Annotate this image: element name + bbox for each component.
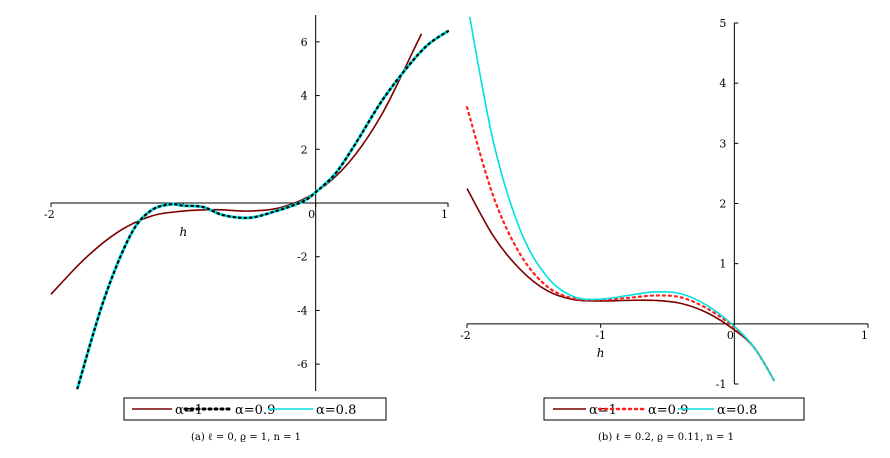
legend-label: α=0.9 (235, 403, 275, 418)
x-tick-label: -2 (44, 208, 55, 221)
x-axis-label: h (179, 225, 187, 239)
x-tick-label: 1 (861, 329, 868, 342)
x-tick-label: -1 (595, 329, 606, 342)
x-tick-label: -2 (460, 329, 471, 342)
chart-panel-b: -2 -1 0 1 h -1 1 2 3 4 5 α=1 α=0.9 α=0.8 (b) ℓ = 0.2, … (460, 16, 869, 443)
x-tick-label: 1 (441, 208, 448, 221)
figure-caption: (a) ℓ = 0, ϱ = 1, n = 1 (191, 432, 301, 443)
x-tick-label: 0 (308, 208, 315, 221)
legend-box (543, 397, 805, 421)
y-tick-label: 3 (719, 137, 726, 150)
x-tick-label: 0 (727, 329, 734, 342)
y-tick-label: 1 (719, 258, 726, 271)
y-tick-label: 2 (301, 143, 308, 156)
legend-label: α=1 (589, 403, 617, 418)
series-line---0-9 (76, 30, 450, 390)
y-tick-label: -6 (297, 358, 308, 371)
figure-caption: (b) ℓ = 0.2, ϱ = 0.11, n = 1 (598, 432, 734, 443)
y-tick-label: -1 (716, 378, 727, 391)
y-tick-label: 4 (301, 90, 308, 103)
series-line---0-9 (465, 106, 776, 383)
chart-panel-a: -2 h 0 1 -6 -4 -2 2 4 6 α=1 α=0.9 α=0.8 (a) ℓ = 0, ϱ … (44, 15, 450, 443)
legend-label: α=1 (175, 403, 203, 418)
legend-label: α=0.8 (717, 403, 757, 418)
legend: α=1 α=0.9 α=0.8 (123, 397, 387, 421)
y-tick-label: 2 (719, 198, 726, 211)
legend-box (123, 397, 387, 421)
y-tick-label: -4 (297, 304, 308, 317)
series-line---0-8 (468, 16, 776, 382)
y-tick-label: 5 (719, 17, 726, 30)
legend-label: α=0.8 (316, 403, 356, 418)
y-tick-label: 6 (301, 36, 308, 49)
legend: α=1 α=0.9 α=0.8 (543, 397, 805, 421)
y-tick-label: -2 (297, 251, 308, 264)
legend-label: α=0.9 (648, 403, 688, 418)
y-tick-label: 4 (719, 77, 726, 90)
x-axis-label: h (597, 346, 605, 360)
series-line---1 (50, 33, 423, 295)
series-line---1 (466, 188, 776, 382)
